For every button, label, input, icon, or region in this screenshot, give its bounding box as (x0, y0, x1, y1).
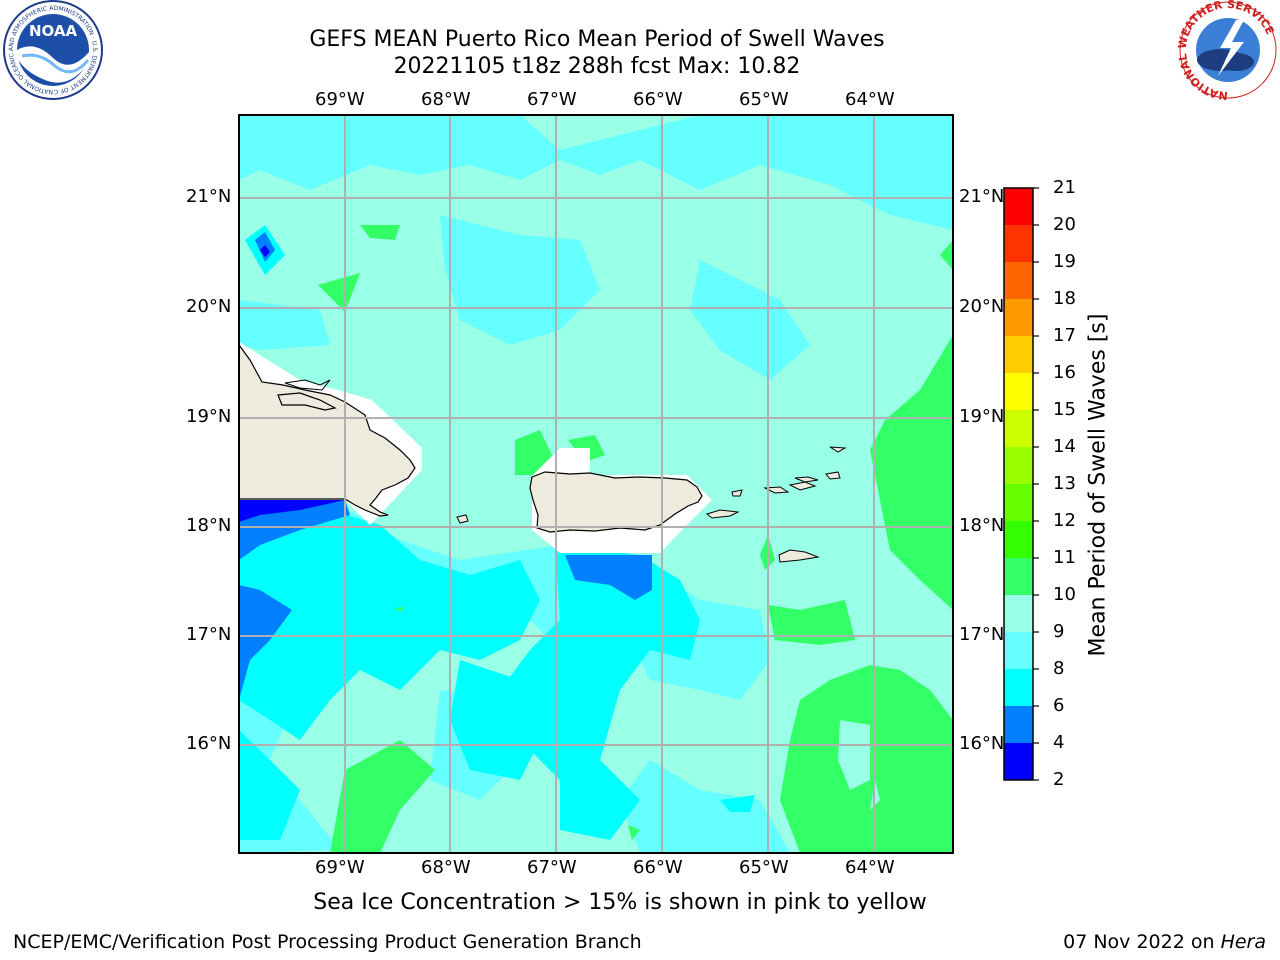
map-gridlines (239, 115, 953, 853)
lat-label-right: 19°N (959, 406, 1005, 427)
lon-label-top: 64°W (845, 89, 895, 110)
lat-label-right: 20°N (959, 296, 1005, 317)
lon-label-bottom: 64°W (845, 857, 895, 878)
lon-label-bottom: 65°W (739, 857, 789, 878)
noaa-logo-text: NOAA (29, 22, 78, 40)
lat-label-right: 16°N (959, 733, 1005, 754)
lat-label-left: 17°N (186, 624, 232, 645)
colorbar-label: Mean Period of Swell Waves [s] (1085, 313, 1111, 657)
lon-label-top: 67°W (527, 89, 577, 110)
footer-branch: NCEP/EMC/Verification Post Processing Pr… (13, 931, 642, 953)
footer-date: 07 Nov 2022 on Hera (1063, 931, 1266, 953)
noaa-logo: NOAA NATIONAL OCEANIC AND ATMOSPHERIC AD… (0, 0, 103, 100)
colorbar-tick: 11 (1053, 547, 1076, 568)
lat-label-left: 16°N (186, 733, 232, 754)
colorbar-tick: 16 (1053, 362, 1076, 383)
colorbar-tick: 10 (1053, 584, 1076, 605)
lon-label-bottom: 66°W (633, 857, 683, 878)
lon-label-top: 69°W (315, 89, 365, 110)
lat-label-right: 18°N (959, 515, 1005, 536)
colorbar-tick: 8 (1053, 658, 1065, 679)
colorbar-tick: 4 (1053, 732, 1065, 753)
colorbar-tick: 18 (1053, 288, 1076, 309)
map-frame (238, 114, 954, 854)
colorbar-tick: 19 (1053, 251, 1076, 272)
colorbar-tick: 14 (1053, 436, 1076, 457)
lat-label-right: 21°N (959, 186, 1005, 207)
colorbar-tick: 12 (1053, 510, 1076, 531)
lat-label-left: 21°N (186, 186, 232, 207)
lon-label-bottom: 68°W (421, 857, 471, 878)
colorbar-tick: 2 (1053, 769, 1065, 790)
map-title-line1: GEFS MEAN Puerto Rico Mean Period of Swe… (309, 27, 885, 52)
colorbar-tick: 21 (1053, 177, 1076, 198)
colorbar-tick: 9 (1053, 621, 1065, 642)
colorbar-tick: 20 (1053, 214, 1076, 235)
nws-logo: NATIONAL WEATHER SERVICE (1176, 0, 1277, 102)
lat-label-left: 18°N (186, 515, 232, 536)
footer-date-text: 07 Nov 2022 on (1063, 931, 1221, 953)
map-title-line2: 20221105 t18z 288h fcst Max: 10.82 (393, 54, 801, 79)
colorbar-tick: 15 (1053, 399, 1076, 420)
lat-label-right: 17°N (959, 624, 1005, 645)
lat-label-left: 20°N (186, 296, 232, 317)
lat-label-left: 19°N (186, 406, 232, 427)
sea-ice-caption: Sea Ice Concentration > 15% is shown in … (313, 890, 927, 915)
lon-label-bottom: 67°W (527, 857, 577, 878)
swell-period-field (239, 115, 953, 853)
colorbar-tick: 6 (1053, 695, 1065, 716)
colorbar-tick: 13 (1053, 473, 1076, 494)
colorbar-tick: 17 (1053, 325, 1076, 346)
footer-host: Hera (1220, 931, 1266, 953)
colorbar (1003, 187, 1039, 781)
lon-label-top: 65°W (739, 89, 789, 110)
lon-label-bottom: 69°W (315, 857, 365, 878)
lon-label-top: 66°W (633, 89, 683, 110)
lon-label-top: 68°W (421, 89, 471, 110)
